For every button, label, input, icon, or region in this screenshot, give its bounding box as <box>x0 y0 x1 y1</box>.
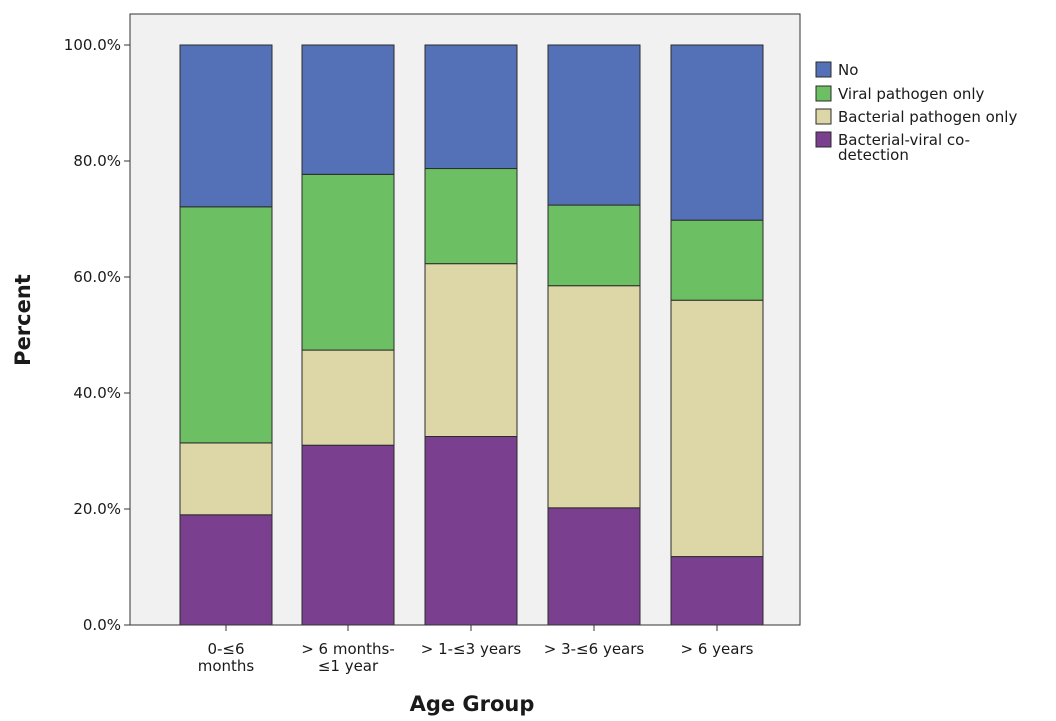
x-ticks-group: 0-≤6 months > 6 months-≤1 year > 1-≤3 years… <box>198 625 754 675</box>
bar-segment-1-3 <box>179 206 273 444</box>
y-tick-label: 100.0% <box>64 36 121 54</box>
bar-segment-1-1 <box>179 514 273 626</box>
bar-segment-2-1 <box>301 444 395 626</box>
bar-segment-4-4 <box>547 44 641 206</box>
legend: No Viral pathogen only Bacterial pathogen … <box>815 61 1017 164</box>
legend-label: Bacterial pathogen only <box>838 108 1017 126</box>
bar-segment-2-3 <box>301 173 395 351</box>
x-tick-label: > 1-≤3 years <box>421 640 522 658</box>
bar-segment-4-3 <box>547 204 641 287</box>
y-ticks-group: 0.0% 20.0% 40.0% 60.0% 80.0% 100.0% <box>64 36 130 634</box>
bars-group <box>179 44 764 626</box>
bar-segment-5-4 <box>670 44 764 221</box>
bar-segment-5-1 <box>670 556 764 626</box>
y-tick-label: 20.0% <box>73 500 121 518</box>
x-tick-label: > 3-≤6 years <box>544 640 645 658</box>
y-tick-label: 40.0% <box>73 384 121 402</box>
bar-segment-3-1 <box>424 436 518 626</box>
bar-segment-3-3 <box>424 168 518 265</box>
legend-label: Bacterial-viral co-detection <box>838 131 970 164</box>
y-axis-title: Percent <box>11 274 35 366</box>
x-tick-label: 0-≤6 months <box>198 640 255 675</box>
bar-segment-5-3 <box>670 219 764 301</box>
y-tick-label: 80.0% <box>73 152 121 170</box>
legend-swatch <box>815 61 832 78</box>
x-axis-title: Age Group <box>410 692 535 716</box>
legend-swatch <box>815 131 832 148</box>
bar-segment-1-2 <box>179 442 273 516</box>
x-tick-label: > 6 months-≤1 year <box>301 640 395 675</box>
legend-swatch <box>815 108 832 125</box>
legend-label: Viral pathogen only <box>838 85 985 103</box>
x-tick-label: > 6 years <box>681 640 754 658</box>
bar-segment-4-2 <box>547 285 641 509</box>
bar-segment-2-2 <box>301 349 395 446</box>
bar-segment-3-4 <box>424 44 518 170</box>
bar-segment-5-2 <box>670 299 764 558</box>
bar-segment-1-4 <box>179 44 273 208</box>
bar-segment-3-2 <box>424 263 518 437</box>
legend-label: No <box>838 61 858 79</box>
bar-segment-4-1 <box>547 507 641 626</box>
bar-segment-2-4 <box>301 44 395 175</box>
y-tick-label: 60.0% <box>73 268 121 286</box>
y-tick-label: 0.0% <box>83 616 121 634</box>
legend-swatch <box>815 85 832 102</box>
